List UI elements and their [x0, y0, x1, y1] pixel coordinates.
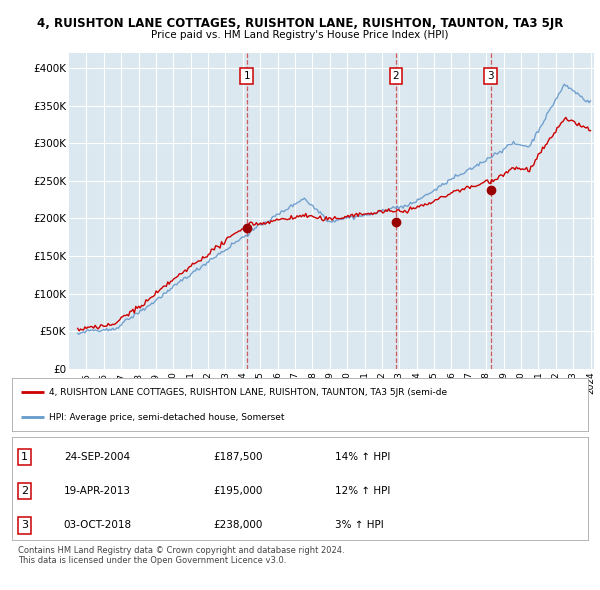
Text: 24-SEP-2004: 24-SEP-2004 — [64, 453, 130, 462]
Text: £195,000: £195,000 — [214, 486, 263, 496]
Text: 4, RUISHTON LANE COTTAGES, RUISHTON LANE, RUISHTON, TAUNTON, TA3 5JR (semi-de: 4, RUISHTON LANE COTTAGES, RUISHTON LANE… — [49, 388, 448, 397]
Text: 1: 1 — [244, 71, 250, 81]
Text: Contains HM Land Registry data © Crown copyright and database right 2024.
This d: Contains HM Land Registry data © Crown c… — [18, 546, 344, 565]
Text: 4, RUISHTON LANE COTTAGES, RUISHTON LANE, RUISHTON, TAUNTON, TA3 5JR: 4, RUISHTON LANE COTTAGES, RUISHTON LANE… — [37, 17, 563, 30]
Text: 3% ↑ HPI: 3% ↑ HPI — [335, 520, 383, 530]
Text: 12% ↑ HPI: 12% ↑ HPI — [335, 486, 390, 496]
Text: 1: 1 — [21, 453, 28, 462]
Text: 3: 3 — [487, 71, 494, 81]
Text: 14% ↑ HPI: 14% ↑ HPI — [335, 453, 390, 462]
Text: 03-OCT-2018: 03-OCT-2018 — [64, 520, 132, 530]
Text: HPI: Average price, semi-detached house, Somerset: HPI: Average price, semi-detached house,… — [49, 413, 285, 422]
Text: 2: 2 — [392, 71, 399, 81]
Text: 2: 2 — [21, 486, 28, 496]
Text: 19-APR-2013: 19-APR-2013 — [64, 486, 131, 496]
Text: Price paid vs. HM Land Registry's House Price Index (HPI): Price paid vs. HM Land Registry's House … — [151, 31, 449, 40]
Text: £187,500: £187,500 — [214, 453, 263, 462]
Text: £238,000: £238,000 — [214, 520, 263, 530]
Text: 3: 3 — [21, 520, 28, 530]
